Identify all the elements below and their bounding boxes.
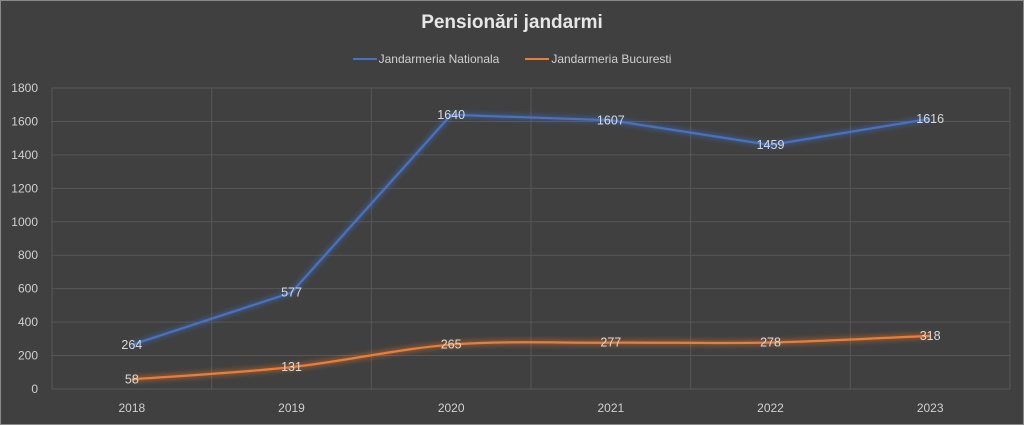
- data-label: 265: [441, 338, 462, 352]
- legend-label: Jandarmeria Nationala: [378, 52, 500, 66]
- series-line-0: [131, 113, 931, 346]
- data-label: 131: [281, 360, 302, 374]
- data-label: 1616: [916, 112, 944, 126]
- y-tick-label: 600: [18, 282, 38, 296]
- series-line-1: [131, 334, 931, 381]
- x-tick-label: 2018: [118, 401, 145, 415]
- legend-item-nationala: Jandarmeria Nationala: [352, 52, 500, 66]
- data-label: 58: [125, 372, 139, 386]
- y-tick-label: 1600: [11, 114, 38, 128]
- legend-swatch-bucuresti: [525, 58, 550, 60]
- x-tick-label: 2021: [597, 401, 624, 415]
- data-label: 277: [600, 336, 621, 350]
- y-tick-label: 0: [31, 382, 38, 396]
- data-label: 1607: [597, 113, 625, 127]
- legend-swatch-nationala: [352, 58, 377, 60]
- y-tick-label: 1200: [11, 181, 38, 195]
- data-label: 1640: [437, 108, 465, 122]
- data-label: 1459: [757, 138, 785, 152]
- y-tick-label: 1800: [11, 81, 38, 95]
- data-label: 264: [121, 338, 142, 352]
- legend-item-bucuresti: Jandarmeria Bucuresti: [525, 52, 671, 66]
- legend: Jandarmeria Nationala Jandarmeria Bucure…: [0, 52, 1024, 66]
- x-tick-label: 2022: [757, 401, 784, 415]
- y-tick-label: 1400: [11, 148, 38, 162]
- y-tick-label: 1000: [11, 215, 38, 229]
- x-tick-label: 2023: [917, 401, 944, 415]
- data-label: 577: [281, 286, 302, 300]
- legend-label: Jandarmeria Bucuresti: [551, 52, 672, 66]
- data-label: 278: [760, 336, 781, 350]
- y-tick-label: 200: [18, 349, 38, 363]
- x-tick-label: 2019: [278, 401, 305, 415]
- y-tick-label: 400: [18, 315, 38, 329]
- x-tick-label: 2020: [438, 401, 465, 415]
- chart-title: Pensionări jandarmi: [421, 12, 603, 33]
- data-label: 318: [920, 329, 941, 343]
- y-tick-label: 800: [18, 248, 38, 262]
